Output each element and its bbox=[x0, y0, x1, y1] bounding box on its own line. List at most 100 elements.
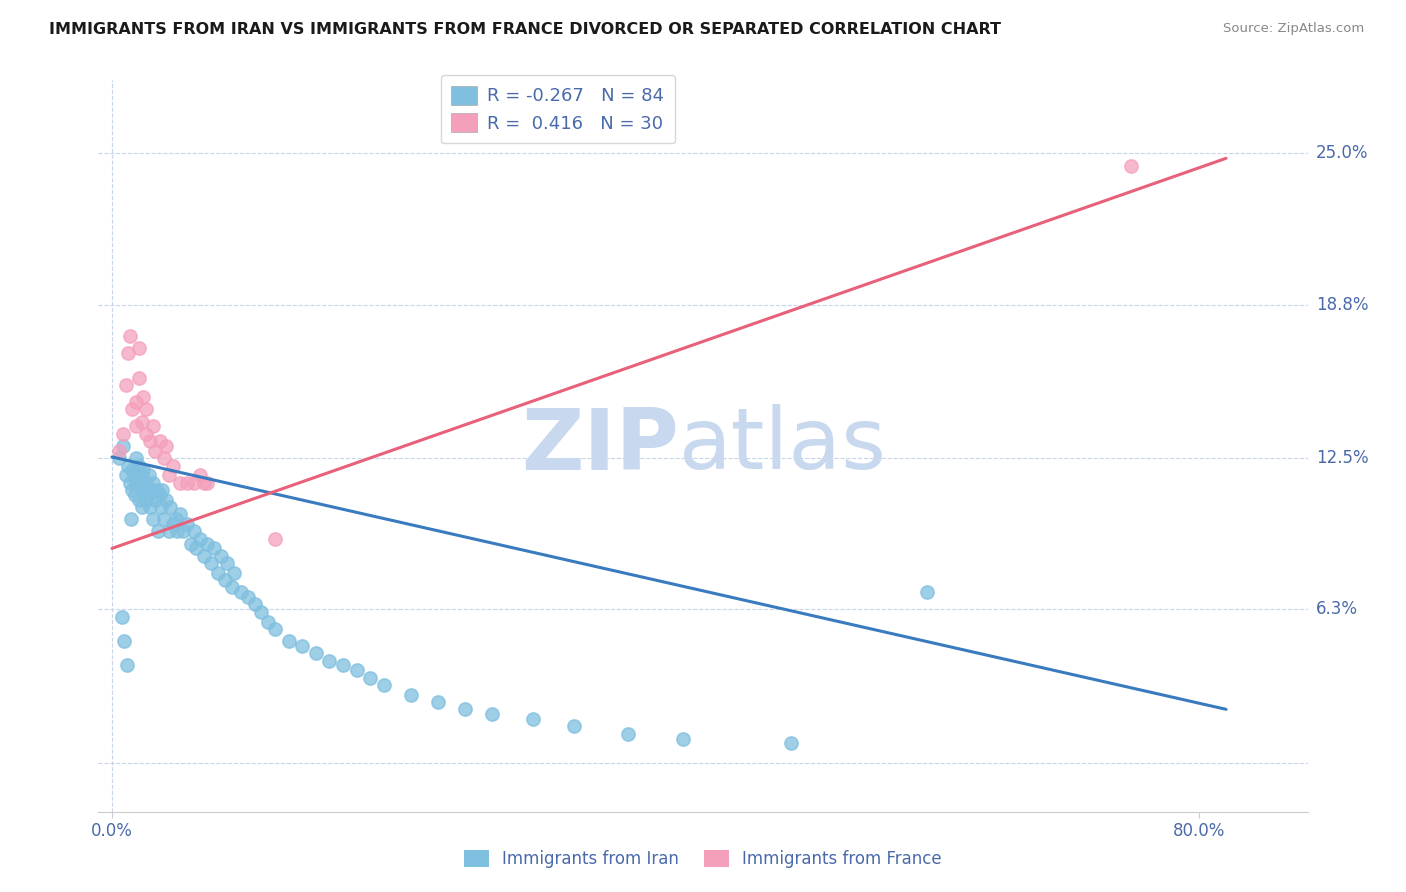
Point bbox=[454, 702, 477, 716]
Point bbox=[221, 581, 243, 595]
Point bbox=[250, 605, 273, 619]
Point bbox=[136, 488, 159, 502]
Point bbox=[155, 439, 177, 453]
Point bbox=[131, 500, 153, 514]
Point bbox=[236, 590, 259, 604]
Point bbox=[169, 508, 191, 522]
Point bbox=[780, 736, 803, 750]
Point bbox=[318, 654, 340, 668]
Point bbox=[229, 585, 252, 599]
Point bbox=[157, 524, 180, 539]
Text: 12.5%: 12.5% bbox=[1316, 450, 1368, 467]
Point bbox=[128, 492, 150, 507]
Point bbox=[399, 688, 422, 702]
Point bbox=[135, 402, 157, 417]
Point bbox=[202, 541, 225, 556]
Point bbox=[148, 488, 170, 502]
Point bbox=[114, 378, 136, 392]
Point bbox=[481, 707, 503, 722]
Point bbox=[110, 609, 132, 624]
Point bbox=[217, 556, 239, 570]
Point bbox=[111, 439, 134, 453]
Point bbox=[207, 566, 229, 580]
Point bbox=[148, 524, 170, 539]
Point bbox=[193, 475, 215, 490]
Point bbox=[118, 329, 141, 343]
Point bbox=[257, 615, 280, 629]
Point bbox=[131, 468, 153, 483]
Point bbox=[522, 712, 544, 726]
Point bbox=[121, 483, 143, 497]
Point bbox=[115, 658, 138, 673]
Point bbox=[129, 475, 152, 490]
Point bbox=[188, 532, 211, 546]
Point bbox=[117, 346, 139, 360]
Point bbox=[264, 532, 287, 546]
Text: atlas: atlas bbox=[679, 404, 887, 488]
Point bbox=[121, 463, 143, 477]
Point bbox=[139, 483, 162, 497]
Point bbox=[1119, 159, 1142, 173]
Point bbox=[122, 468, 145, 483]
Point bbox=[346, 663, 368, 677]
Point bbox=[117, 458, 139, 473]
Point bbox=[148, 434, 170, 449]
Text: ZIP: ZIP bbox=[522, 404, 679, 488]
Point bbox=[165, 512, 187, 526]
Point bbox=[125, 475, 148, 490]
Text: 25.0%: 25.0% bbox=[1316, 145, 1368, 162]
Point bbox=[120, 512, 142, 526]
Point bbox=[121, 402, 143, 417]
Point bbox=[111, 426, 134, 441]
Point bbox=[180, 536, 202, 550]
Point bbox=[162, 516, 184, 531]
Text: 18.8%: 18.8% bbox=[1316, 295, 1368, 314]
Point bbox=[193, 549, 215, 563]
Text: 6.3%: 6.3% bbox=[1316, 600, 1358, 618]
Point bbox=[183, 475, 205, 490]
Point bbox=[128, 458, 150, 473]
Point bbox=[915, 585, 938, 599]
Point bbox=[142, 419, 165, 434]
Point bbox=[332, 658, 354, 673]
Point bbox=[195, 475, 218, 490]
Point bbox=[188, 468, 211, 483]
Point bbox=[152, 451, 174, 466]
Point bbox=[150, 483, 173, 497]
Point bbox=[125, 451, 148, 466]
Point bbox=[176, 516, 198, 531]
Point bbox=[169, 475, 191, 490]
Point bbox=[155, 492, 177, 507]
Point bbox=[128, 342, 150, 356]
Point bbox=[118, 475, 141, 490]
Point bbox=[291, 639, 314, 653]
Point bbox=[195, 536, 218, 550]
Point bbox=[359, 671, 381, 685]
Text: Source: ZipAtlas.com: Source: ZipAtlas.com bbox=[1223, 22, 1364, 36]
Point bbox=[149, 500, 172, 514]
Point bbox=[305, 646, 328, 660]
Point bbox=[672, 731, 695, 746]
Point bbox=[114, 468, 136, 483]
Text: IMMIGRANTS FROM IRAN VS IMMIGRANTS FROM FRANCE DIVORCED OR SEPARATED CORRELATION: IMMIGRANTS FROM IRAN VS IMMIGRANTS FROM … bbox=[49, 22, 1001, 37]
Point bbox=[142, 475, 165, 490]
Point bbox=[162, 458, 184, 473]
Legend: Immigrants from Iran, Immigrants from France: Immigrants from Iran, Immigrants from Fr… bbox=[457, 843, 949, 875]
Point bbox=[135, 492, 157, 507]
Point bbox=[142, 512, 165, 526]
Point bbox=[107, 443, 129, 458]
Point bbox=[146, 483, 169, 497]
Point bbox=[562, 719, 585, 733]
Point bbox=[152, 512, 174, 526]
Point bbox=[427, 695, 450, 709]
Point bbox=[132, 463, 155, 477]
Point bbox=[373, 678, 395, 692]
Point bbox=[139, 500, 162, 514]
Point bbox=[166, 524, 188, 539]
Point bbox=[200, 556, 222, 570]
Point bbox=[125, 419, 148, 434]
Point bbox=[209, 549, 232, 563]
Point bbox=[139, 434, 162, 449]
Point bbox=[131, 415, 153, 429]
Point bbox=[145, 492, 167, 507]
